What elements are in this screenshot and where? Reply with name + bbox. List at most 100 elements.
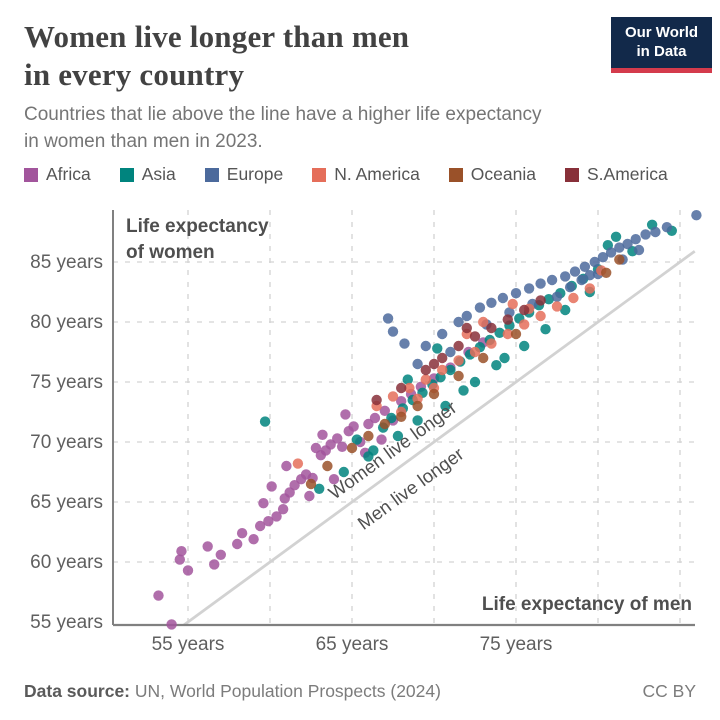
data-source: Data source: UN, World Population Prospe…: [24, 681, 441, 702]
data-point-oceania: [305, 478, 317, 490]
y-tick-label-65: 65 years: [30, 492, 103, 513]
data-point-africa: [232, 538, 243, 550]
data-point-europe: [569, 266, 581, 277]
data-point-asia: [432, 343, 443, 354]
owid-logo: Our World in Data: [611, 17, 712, 73]
data-point-europe: [387, 326, 399, 337]
data-point-africa: [317, 429, 328, 440]
legend-label: Africa: [46, 164, 91, 184]
license-badge: CC BY: [642, 681, 696, 701]
data-point-asia: [469, 376, 481, 388]
data-point-europe: [576, 274, 587, 286]
data-point-africa: [376, 434, 387, 445]
data-point-n-america: [404, 382, 415, 394]
data-point-europe: [382, 313, 394, 324]
data-point-africa: [209, 559, 220, 570]
data-point-n-america: [551, 301, 563, 312]
data-point-europe: [546, 274, 558, 286]
data-point-asia: [560, 304, 571, 316]
legend-item-asia: Asia: [119, 164, 176, 185]
data-point-africa: [348, 421, 359, 432]
data-point-africa: [332, 433, 343, 444]
identity-line: [183, 250, 696, 627]
data-point-n-america: [437, 364, 448, 376]
data-point-europe: [510, 288, 522, 299]
legend-swatch: [312, 167, 327, 182]
data-point-europe: [622, 238, 633, 250]
y-tick-label-85: 85 years: [30, 252, 103, 273]
data-point-asia: [445, 364, 456, 376]
data-point-europe: [564, 282, 576, 293]
data-point-s-america: [428, 358, 440, 370]
data-point-n-america: [453, 355, 464, 366]
data-point-oceania: [478, 352, 489, 364]
continent-legend: Africa Asia Europe N. America Oceania S.Ameri…: [24, 164, 668, 185]
data-point-asia: [458, 385, 469, 396]
scatter-chart-svg: 55 years 60 years 65 years 70 years 75 years…: [30, 210, 702, 655]
legend-swatch: [24, 167, 38, 182]
legend-swatch: [448, 167, 463, 182]
data-point-africa: [215, 549, 226, 560]
data-point-europe: [605, 247, 617, 258]
data-point-africa: [254, 520, 266, 532]
data-point-asia: [412, 415, 423, 426]
data-point-s-america: [453, 340, 464, 352]
data-point-n-america: [292, 458, 304, 469]
data-point-s-america: [437, 352, 448, 364]
data-point-europe: [597, 252, 609, 263]
y-tick-label-60: 60 years: [30, 552, 103, 573]
data-point-n-america: [507, 298, 518, 310]
data-point-n-america: [502, 328, 513, 340]
data-point-europe: [461, 310, 472, 322]
data-point-s-america: [371, 394, 382, 406]
data-point-europe: [614, 242, 625, 253]
data-point-oceania: [453, 370, 464, 382]
data-point-asia: [338, 466, 349, 478]
data-point-asia: [494, 327, 505, 338]
y-tick-label-80: 80 years: [30, 312, 103, 333]
data-point-asia: [368, 445, 379, 456]
data-point-n-america: [420, 374, 431, 385]
data-point-africa: [325, 439, 336, 450]
data-point-africa: [258, 498, 269, 509]
data-point-oceania: [412, 400, 423, 412]
data-point-africa: [336, 441, 348, 452]
data-point-n-america: [469, 346, 481, 358]
chart-footer: Data source: UN, World Population Prospe…: [24, 681, 696, 702]
data-point-africa: [289, 480, 300, 491]
data-point-europe: [437, 328, 448, 340]
data-point-europe: [589, 256, 600, 268]
data-point-oceania: [346, 442, 358, 454]
legend-item-n-america: N. America: [312, 164, 420, 185]
data-point-africa: [153, 590, 164, 601]
data-point-africa: [281, 460, 292, 472]
data-point-n-america: [568, 292, 579, 304]
data-point-europe: [650, 226, 661, 238]
data-point-africa: [328, 474, 340, 485]
data-point-oceania: [322, 460, 333, 472]
legend-label: Asia: [141, 164, 176, 184]
data-point-africa: [266, 481, 277, 492]
legend-item-s-america: S.America: [564, 164, 668, 185]
legend-swatch: [204, 167, 219, 182]
title-line-2: in every country: [24, 56, 245, 92]
data-point-europe: [630, 234, 641, 245]
y-axis-title: Life expectancy of women: [126, 216, 269, 263]
data-point-s-america: [486, 322, 497, 334]
data-point-s-america: [519, 304, 530, 316]
data-point-oceania: [510, 328, 522, 340]
data-point-asia: [540, 324, 551, 335]
title-line-1: Women live longer than men: [24, 19, 410, 54]
data-point-n-america: [519, 319, 530, 330]
data-point-asia: [440, 400, 451, 412]
legend-label: Europe: [226, 164, 284, 184]
data-point-n-america: [412, 393, 423, 404]
data-point-asia: [402, 374, 413, 385]
data-point-africa: [304, 490, 315, 502]
page-title: Women live longer than men in every coun…: [24, 18, 584, 94]
owid-logo-line-2: in Data: [636, 42, 687, 60]
subtitle-line-1: Countries that lie above the line have a…: [24, 104, 542, 125]
data-point-s-america: [469, 331, 481, 342]
data-point-s-america: [535, 295, 546, 306]
